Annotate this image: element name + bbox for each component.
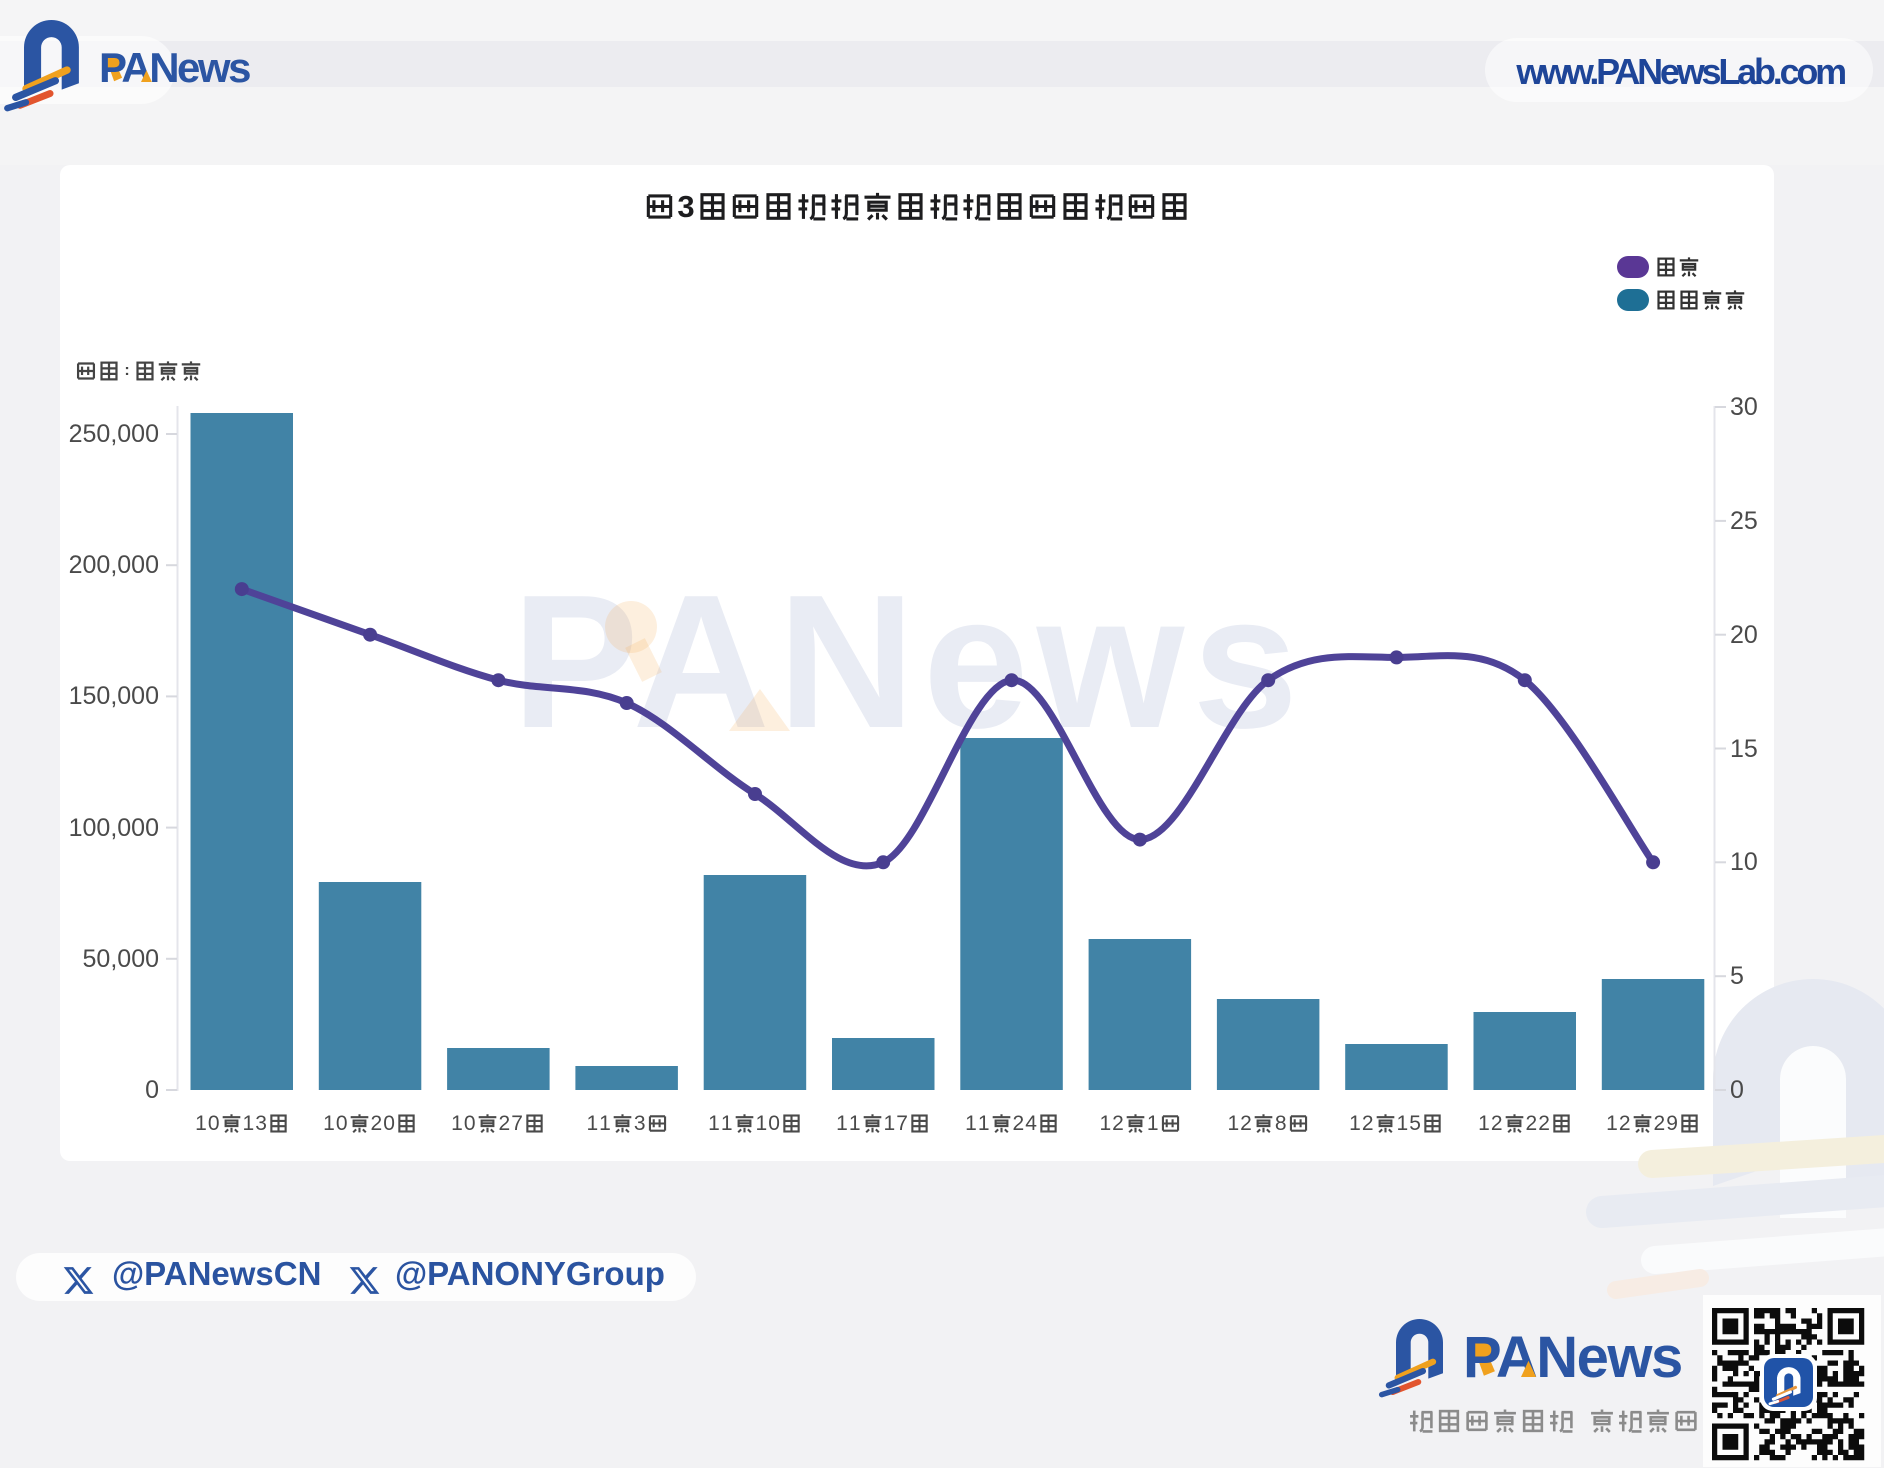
svg-text:30: 30 xyxy=(1730,393,1758,421)
svg-text:0: 0 xyxy=(1730,1076,1744,1104)
svg-text:25: 25 xyxy=(1730,507,1758,535)
svg-text:PANews: PANews xyxy=(512,556,1306,768)
svg-text:15: 15 xyxy=(1730,735,1758,763)
svg-text:PANews: PANews xyxy=(99,44,250,91)
svg-text:250,000: 250,000 xyxy=(69,420,159,448)
svg-text:0: 0 xyxy=(145,1076,159,1104)
svg-text:100,000: 100,000 xyxy=(69,814,159,842)
svg-text:10: 10 xyxy=(1730,848,1758,876)
svg-text:20: 20 xyxy=(1730,621,1758,649)
svg-text:5: 5 xyxy=(1730,962,1744,990)
svg-text:200,000: 200,000 xyxy=(69,551,159,579)
svg-text:150,000: 150,000 xyxy=(69,682,159,710)
svg-text:50,000: 50,000 xyxy=(83,945,159,973)
svg-text:PANews: PANews xyxy=(1463,1325,1682,1390)
